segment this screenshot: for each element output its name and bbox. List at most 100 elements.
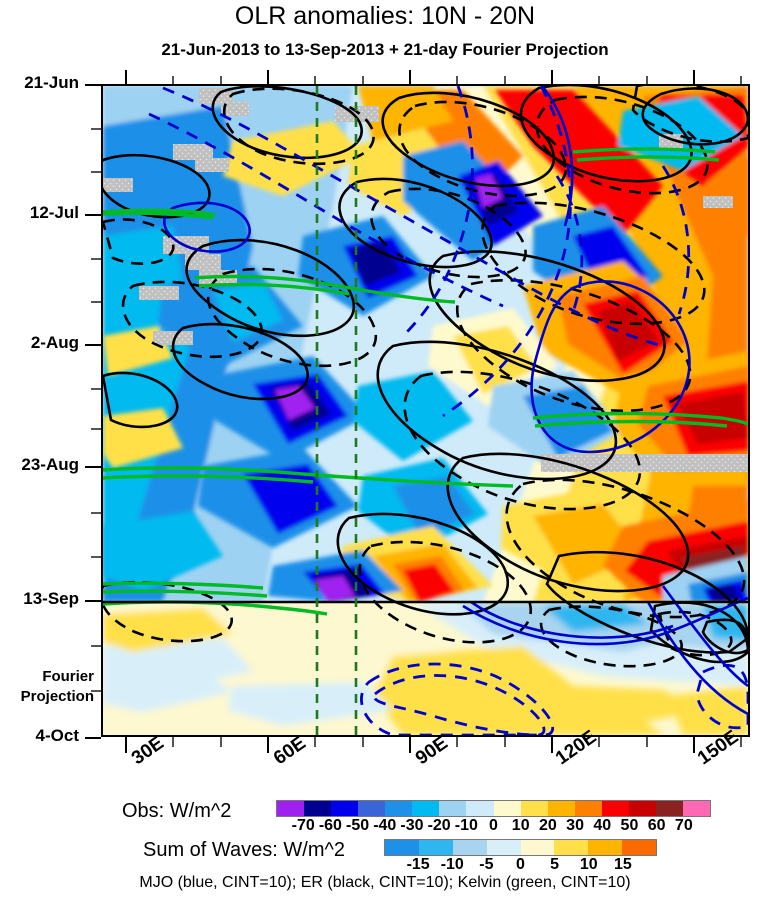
- legend-swatch: [682, 801, 710, 816]
- x-tick-minor: [456, 737, 458, 747]
- hovmoller-plot-area: [101, 84, 750, 737]
- y-tick-major: [85, 600, 101, 602]
- y-tick-label-0: 21-Jun: [24, 73, 79, 92]
- x-tick-top-minor: [504, 76, 506, 84]
- legend-tick-label: 5: [550, 856, 560, 873]
- legend-tick-label: -70: [291, 817, 315, 834]
- y-tick-major: [85, 737, 101, 739]
- er-contours-dashed: [103, 86, 748, 668]
- legend-tick-label: -30: [400, 817, 424, 834]
- x-tick-minor: [504, 737, 506, 747]
- y-tick-major: [85, 214, 101, 216]
- legend-swatch: [520, 801, 548, 816]
- legend-tick-label: -20: [427, 817, 451, 834]
- legend-swatch: [358, 801, 386, 816]
- legend-swatch: [655, 801, 683, 816]
- legend-tick-label: -60: [318, 817, 342, 834]
- legend-tick-label: 30: [566, 817, 584, 834]
- fourier-annotation-line-1: Fourier: [42, 668, 94, 685]
- x-tick-minor: [220, 737, 222, 747]
- legend-waves-label: Sum of Waves: W/m^2: [143, 839, 346, 861]
- legend-tick-label: 60: [647, 817, 666, 834]
- legend-tick-label: -15: [406, 856, 430, 873]
- legend-obs-ticks: -70 -60 -50 -40 -30 -20 -10 0 10 20 30 40 50 60 70: [276, 817, 709, 835]
- x-tick-major: [693, 737, 695, 753]
- x-tick-major: [267, 737, 269, 753]
- legend-swatch: [486, 840, 521, 855]
- legend-swatch: [554, 840, 589, 855]
- legend-tick-label: 40: [593, 817, 612, 834]
- legend-swatch: [547, 801, 575, 816]
- y-tick-minor: [91, 690, 101, 692]
- x-tick-top-major: [551, 70, 553, 84]
- er-contours: [103, 86, 748, 664]
- x-tick-top-minor: [220, 76, 222, 84]
- x-tick-minor: [362, 737, 364, 747]
- x-tick-top-minor: [362, 76, 364, 84]
- legend-tick-label: -40: [373, 817, 397, 834]
- legend-swatch: [277, 801, 305, 816]
- x-tick-top-minor: [172, 76, 174, 84]
- legend-tick-label: 0: [516, 856, 525, 873]
- y-tick-major: [85, 344, 101, 346]
- legend-tick-label: 15: [613, 856, 632, 873]
- x-tick-major: [551, 737, 553, 753]
- y-tick-label-2: 2-Aug: [30, 333, 79, 352]
- x-tick-top-minor: [456, 76, 458, 84]
- y-tick-minor: [91, 258, 101, 260]
- y-tick-minor: [91, 171, 101, 173]
- legend-tick-label: 0: [489, 817, 498, 834]
- y-tick-label-3: 23-Aug: [21, 455, 79, 474]
- wave-legend-caption: MJO (blue, CINT=10); ER (black, CINT=10)…: [139, 874, 631, 891]
- y-tick-minor: [91, 301, 101, 303]
- legend-swatch: [622, 840, 656, 855]
- legend-tick-label: -50: [346, 817, 370, 834]
- legend-swatch: [304, 801, 332, 816]
- x-tick-label-1: 60E: [270, 732, 310, 770]
- x-tick-label-2: 90E: [412, 732, 452, 770]
- y-tick-minor: [91, 645, 101, 647]
- x-tick-top-major: [409, 70, 411, 84]
- y-tick-minor: [91, 428, 101, 430]
- x-tick-top-minor: [740, 76, 742, 84]
- x-tick-minor: [740, 737, 742, 747]
- legend-obs-label: Obs: W/m^2: [122, 800, 232, 822]
- legend-swatch: [418, 840, 453, 855]
- legend-swatch: [466, 801, 494, 816]
- legend-tick-label: 70: [674, 817, 693, 834]
- y-tick-label-4: 13-Sep: [23, 589, 79, 608]
- legend-tick-label: 20: [538, 817, 557, 834]
- legend-waves-ticks: -15 -10 -5 0 5 10 15: [384, 856, 655, 874]
- legend-tick-label: 50: [620, 817, 639, 834]
- y-tick-major: [85, 466, 101, 468]
- x-tick-top-minor: [646, 76, 648, 84]
- x-tick-top-major: [693, 70, 695, 84]
- x-tick-top-major: [125, 70, 127, 84]
- legend-swatch: [331, 801, 359, 816]
- x-tick-major: [409, 737, 411, 753]
- x-tick-top-major: [267, 70, 269, 84]
- y-tick-minor: [91, 128, 101, 130]
- page-title: OLR anomalies: 10N - 20N: [234, 2, 536, 30]
- legend-swatch: [452, 840, 487, 855]
- fourier-annotation-line-2: Projection: [20, 688, 94, 706]
- legend-swatch: [385, 801, 413, 816]
- reference-lines: [103, 86, 748, 735]
- plot-svg: [103, 86, 748, 735]
- legend-tick-label: 10: [511, 817, 530, 834]
- y-tick-minor: [91, 512, 101, 514]
- legend-swatch: [385, 840, 419, 855]
- x-tick-minor: [314, 737, 316, 747]
- mjo-contours: [163, 86, 748, 716]
- y-tick-label-5: 4-Oct: [35, 726, 79, 745]
- legend-swatch: [628, 801, 656, 816]
- mjo-contours-dashed: [148, 86, 748, 735]
- legend-obs-swatches: [276, 800, 711, 817]
- y-tick-minor: [91, 388, 101, 390]
- y-tick-major: [85, 84, 101, 86]
- legend-tick-label: -10: [454, 817, 478, 834]
- x-tick-minor: [172, 737, 174, 747]
- legend-swatch: [493, 801, 521, 816]
- x-tick-major: [125, 737, 127, 753]
